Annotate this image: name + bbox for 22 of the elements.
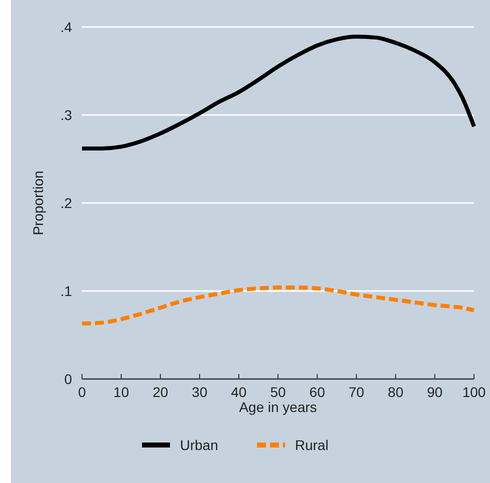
legend-label: Rural	[295, 437, 328, 453]
x-tick-label: 80	[388, 384, 404, 400]
x-tick-label: 90	[427, 384, 443, 400]
x-tick-label: 40	[231, 384, 247, 400]
y-tick-label: .4	[60, 19, 72, 35]
x-tick-label: 30	[192, 384, 208, 400]
line-series	[80, 285, 476, 326]
x-tick-label: 20	[152, 384, 168, 400]
x-tick-label: 60	[309, 384, 326, 400]
line-series	[80, 34, 476, 150]
x-tick-label: 70	[348, 384, 364, 400]
y-tick-label: .3	[60, 107, 72, 123]
x-axis-title: Age in years	[239, 399, 317, 415]
y-tick-label: .1	[60, 283, 72, 299]
y-tick-label: .2	[60, 195, 72, 211]
x-tick-label: 100	[462, 384, 486, 400]
y-tick-label: 0	[64, 371, 72, 387]
legend-label: Urban	[180, 437, 218, 453]
x-tick-label: 10	[113, 384, 130, 400]
x-tick-label: 0	[78, 384, 86, 400]
x-tick-label: 50	[270, 384, 286, 400]
y-axis-title: Proportion	[30, 170, 46, 236]
